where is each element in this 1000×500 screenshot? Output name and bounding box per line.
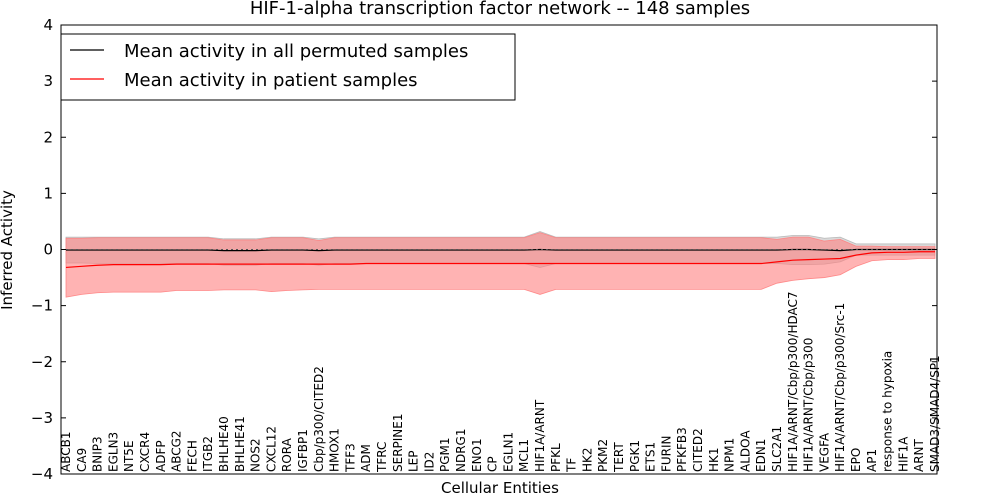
entity-label: ETS1	[644, 442, 658, 472]
entity-label: NT5E	[122, 440, 136, 472]
entity-label: ABCG2	[170, 430, 184, 472]
entity-label: NOS2	[249, 438, 263, 472]
y-tick-label: 1	[43, 184, 53, 202]
y-tick-label: −2	[31, 353, 53, 371]
entity-label: ADM	[359, 444, 373, 472]
entity-label: CA9	[75, 448, 89, 472]
band-patient	[65, 232, 936, 298]
entity-label: ENO1	[470, 438, 484, 472]
legend-label-patient: Mean activity in patient samples	[124, 70, 418, 91]
y-tick-label: 2	[43, 128, 53, 146]
entity-label: HIF1A/ARNT/Cbp/p300/Src-1	[833, 303, 847, 472]
y-tick-label: 4	[43, 16, 53, 34]
entity-label: BNIP3	[91, 436, 105, 472]
entity-label: TF	[565, 458, 579, 473]
entity-label: SLC2A1	[770, 426, 784, 472]
y-tick-label: 0	[43, 241, 53, 259]
y-tick-label: −1	[31, 297, 53, 315]
entity-label: ABCB1	[59, 432, 73, 472]
entity-label: EDN1	[754, 439, 768, 472]
entity-label: SERPINE1	[391, 413, 405, 472]
entity-label: EGLN3	[106, 432, 120, 472]
legend-box	[60, 33, 516, 101]
entity-label: response to hypoxia	[881, 351, 895, 472]
series-lines	[65, 248, 935, 269]
entity-label: ARNT	[912, 438, 926, 472]
entity-label: EGLN1	[501, 432, 515, 472]
entity-label: ALDOA	[738, 430, 752, 472]
entity-label: ADFP	[154, 440, 168, 472]
entity-label: FECH	[185, 440, 199, 472]
y-axis-label: Inferred Activity	[0, 190, 16, 310]
entity-label: CXCL12	[264, 426, 278, 472]
entity-label: TERT	[612, 442, 626, 473]
entity-label: HIF1A	[896, 436, 910, 472]
entity-label: RORA	[280, 437, 294, 472]
entity-label: ID2	[422, 452, 436, 472]
entity-label: HIF1A/ARNT	[533, 399, 547, 472]
entity-label: SMAD3/SMAD4/SP1	[928, 355, 942, 472]
entity-label: BHLHE41	[233, 416, 247, 472]
entity-label: HK1	[707, 447, 721, 472]
entity-label: PGK1	[628, 440, 642, 472]
entity-label: BHLHE40	[217, 416, 231, 472]
entity-label: TFF3	[343, 443, 357, 473]
entity-label: PKM2	[596, 439, 610, 472]
entity-label: PGM1	[438, 437, 452, 472]
entity-label: NDRG1	[454, 429, 468, 473]
entity-label: MCL1	[517, 439, 531, 472]
entity-label: LEP	[407, 450, 421, 472]
y-tick-label: −4	[31, 465, 53, 483]
entity-label: CP	[486, 456, 500, 472]
entity-label: HK2	[580, 447, 594, 472]
entity-label: PFKL	[549, 443, 563, 472]
entity-label: EPO	[849, 448, 863, 472]
y-tick-label: 3	[43, 72, 53, 90]
y-axis: −4 −3 −2 −1 0 1 2 3 4	[31, 16, 937, 483]
entity-label: VEGFA	[817, 432, 831, 472]
entity-label: TFRC	[375, 442, 389, 473]
legend: Mean activity in all permuted samples Me…	[60, 33, 516, 101]
entity-label: FURIN	[659, 435, 673, 472]
entity-label: HMOX1	[328, 428, 342, 472]
entity-label: CXCR4	[138, 432, 152, 472]
line-patient	[65, 251, 935, 269]
chart-title: HIF-1-alpha transcription factor network…	[250, 0, 750, 19]
x-axis-label: Cellular Entities	[441, 479, 559, 497]
line-permuted	[66, 248, 935, 252]
entity-label: PFKFB3	[675, 427, 689, 472]
entity-label: ITGB2	[201, 436, 215, 472]
entity-label: CITED2	[691, 428, 705, 472]
entity-label: Cbp/p300/CITED2	[312, 366, 326, 472]
entity-label: NPM1	[723, 438, 737, 472]
entity-label: IGFBP1	[296, 429, 310, 472]
legend-label-permuted: Mean activity in all permuted samples	[124, 41, 468, 62]
entity-label: HIF1A/ARNT/Cbp/p300/HDAC7	[786, 291, 800, 472]
entity-labels: ABCB1 CA9 BNIP3 EGLN3 NT5E CXCR4 ADFP ABCG2 FECH…	[59, 291, 942, 473]
y-tick-label: −3	[31, 409, 53, 427]
entity-label: HIF1A/ARNT/Cbp/p300	[802, 338, 816, 472]
entity-label: AP1	[865, 449, 879, 472]
